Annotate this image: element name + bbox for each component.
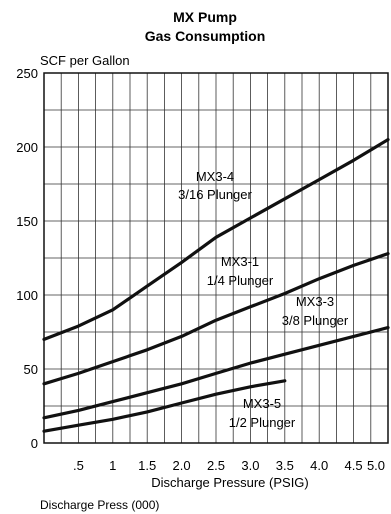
y-tick-label: 100 (16, 288, 38, 303)
x-axis-note: Discharge Press (000) (40, 498, 159, 512)
chart-title: MX Pump (173, 9, 237, 25)
series-label-mx3-3: MX3-3 (296, 294, 334, 309)
y-tick-label: 200 (16, 140, 38, 155)
x-tick-label: 3.5 (276, 458, 294, 473)
x-tick-labels: .5 1 1.5 2.0 2.5 3.0 3.5 4.0 4.5 5.0 (73, 458, 385, 473)
y-tick-label: 0 (31, 436, 38, 451)
series-label-mx3-5: MX3-5 (243, 396, 281, 411)
x-tick-label: 4.5 (345, 458, 363, 473)
series-sublabel-mx3-5: 1/2 Plunger (229, 415, 296, 430)
series-lines (42, 138, 390, 433)
series-line-mx3-4 (42, 138, 390, 341)
y-tick-labels: 0 50 100 150 200 250 (16, 66, 38, 451)
series-line-mx3-1 (42, 252, 390, 386)
series-label-mx3-4: MX3-4 (196, 169, 234, 184)
series-label-mx3-1: MX3-1 (221, 254, 259, 269)
x-tick-label: 1.5 (138, 458, 156, 473)
x-tick-label: 3.0 (241, 458, 259, 473)
y-tick-label: 150 (16, 214, 38, 229)
series-line-mx3-5 (42, 379, 287, 433)
plot-area-frame (43, 72, 389, 444)
y-tick-label: 250 (16, 66, 38, 81)
x-tick-label: 1 (109, 458, 116, 473)
y-tick-label: 50 (24, 362, 38, 377)
x-tick-label: 2.0 (173, 458, 191, 473)
series-sublabel-mx3-1: 1/4 Plunger (207, 273, 274, 288)
series-sublabel-mx3-3: 3/8 Plunger (282, 313, 349, 328)
x-tick-label: 2.5 (207, 458, 225, 473)
series-sublabel-mx3-4: 3/16 Plunger (178, 187, 252, 202)
x-tick-label: .5 (73, 458, 84, 473)
grid-lines (44, 73, 388, 443)
series-line-mx3-3 (42, 326, 390, 420)
x-axis-label: Discharge Pressure (PSIG) (151, 475, 309, 490)
series-labels: MX3-4 3/16 Plunger MX3-1 1/4 Plunger MX3-3 3/… (178, 169, 349, 430)
chart-subtitle: Gas Consumption (145, 28, 266, 44)
x-tick-label: 5.0 (367, 458, 385, 473)
y-axis-label: SCF per Gallon (40, 53, 130, 68)
x-tick-label: 4.0 (310, 458, 328, 473)
